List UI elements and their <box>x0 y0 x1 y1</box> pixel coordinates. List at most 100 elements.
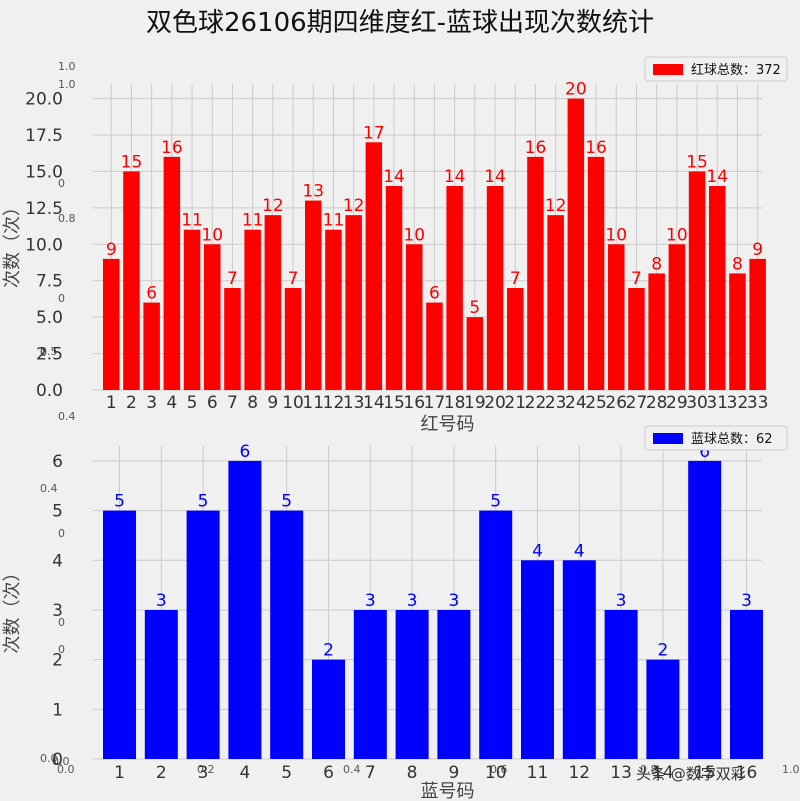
bar <box>325 229 342 390</box>
x-tick-label: 11 <box>302 393 324 413</box>
x-tick-label: 14 <box>652 763 674 783</box>
ghost-tick-label: 0.4 <box>343 763 361 776</box>
x-tick-label: 12 <box>568 763 590 783</box>
bar <box>527 156 544 390</box>
x-tick-label: 2 <box>126 393 137 413</box>
x-tick-label: 1 <box>106 393 117 413</box>
x-tick-label: 18 <box>444 393 466 413</box>
bar <box>730 609 763 759</box>
x-tick-label: 6 <box>323 763 334 783</box>
x-tick-label: 2 <box>156 763 167 783</box>
bar-value-label: 16 <box>161 138 183 158</box>
bar <box>466 317 484 390</box>
bar <box>562 560 596 759</box>
watermark: 头条 @数字双彩 <box>636 765 746 783</box>
bar-value-label: 4 <box>532 541 543 561</box>
y-axis-label: 次数（次） <box>2 198 23 288</box>
bar <box>479 510 513 759</box>
bar-value-label: 7 <box>288 269 299 289</box>
x-tick-label: 6 <box>207 393 218 413</box>
red-ball-chart: 0.02.55.07.510.012.515.017.520.091152631… <box>2 56 788 435</box>
bar-value-label: 11 <box>181 211 203 231</box>
bar-value-label: 15 <box>121 152 143 172</box>
bar-value-label: 12 <box>262 196 284 216</box>
bar-value-label: 7 <box>510 269 521 289</box>
ghost-tick-label: 0 <box>58 527 65 540</box>
bar <box>547 215 564 390</box>
bar-value-label: 2 <box>323 641 334 661</box>
x-axis-label: 蓝号码 <box>421 781 475 801</box>
y-tick-label: 6 <box>52 452 63 472</box>
bar-value-label: 10 <box>666 225 688 245</box>
chart-title: 双色球26106期四维度红-蓝球出现次数统计 <box>145 8 655 38</box>
bar-value-label: 6 <box>429 284 440 304</box>
bar-value-label: 20 <box>565 80 587 100</box>
bar-value-label: 16 <box>585 138 607 158</box>
ghost-tick-label: 0.0 <box>57 763 75 776</box>
bar-value-label: 4 <box>574 541 585 561</box>
x-tick-label: 24 <box>565 393 587 413</box>
bar-value-label: 3 <box>156 591 167 611</box>
y-tick-label: 0.0 <box>36 381 63 401</box>
ghost-tick-label: 0 <box>58 177 65 190</box>
bar <box>628 288 645 390</box>
bar <box>709 186 726 390</box>
bar-value-label: 11 <box>323 211 345 231</box>
bar <box>270 510 304 759</box>
bar-value-label: 9 <box>106 240 117 260</box>
x-tick-label: 31 <box>706 393 728 413</box>
x-tick-label: 7 <box>227 393 238 413</box>
bar-value-label: 3 <box>448 591 459 611</box>
bar-value-label: 5 <box>281 492 292 512</box>
bar <box>284 288 302 390</box>
x-axis-label: 红号码 <box>421 414 475 435</box>
x-tick-label: 29 <box>666 393 688 413</box>
bar-value-label: 11 <box>242 211 264 231</box>
x-tick-label: 15 <box>694 763 716 783</box>
blue-ball-chart: 0123456513253645526373839510411412313214… <box>2 425 788 801</box>
x-tick-label: 7 <box>365 763 376 783</box>
x-tick-label: 23 <box>545 393 567 413</box>
bar-value-label: 14 <box>706 167 728 187</box>
x-tick-label: 9 <box>267 393 278 413</box>
ghost-tick-label: 0.8 <box>58 212 76 225</box>
x-tick-label: 25 <box>585 393 607 413</box>
bar-value-label: 7 <box>631 269 642 289</box>
bar <box>312 659 345 759</box>
bar <box>426 302 443 390</box>
bar-value-label: 10 <box>605 225 627 245</box>
y-tick-label: 2.5 <box>36 345 63 365</box>
y-tick-label: 5.0 <box>36 308 63 328</box>
bar-value-label: 5 <box>198 492 209 512</box>
bar-value-label: 9 <box>752 240 763 260</box>
bar-value-label: 5 <box>114 492 125 512</box>
ghost-tick-label: 0.6 <box>490 763 508 776</box>
ghost-tick-label: 0.0 <box>40 752 58 765</box>
x-tick-label: 8 <box>407 763 418 783</box>
bar <box>123 171 140 390</box>
x-tick-label: 26 <box>605 393 627 413</box>
legend-entry: 红球总数：372 <box>691 62 781 78</box>
x-tick-label: 14 <box>363 393 385 413</box>
y-tick-label: 2 <box>52 651 63 671</box>
x-tick-label: 22 <box>525 393 547 413</box>
bar-value-label: 12 <box>343 196 365 216</box>
x-tick-label: 5 <box>281 763 292 783</box>
bar-value-label: 14 <box>444 167 466 187</box>
y-axis-label: 次数（次） <box>2 564 23 654</box>
bar <box>486 186 504 390</box>
bar-value-label: 5 <box>469 298 480 318</box>
x-tick-label: 5 <box>187 393 198 413</box>
bar <box>646 659 680 759</box>
x-tick-label: 11 <box>527 763 549 783</box>
x-tick-label: 21 <box>504 393 526 413</box>
bar <box>446 186 463 390</box>
y-tick-label: 12.5 <box>25 199 63 219</box>
ghost-tick-label: 0 <box>40 346 47 359</box>
bar <box>688 171 706 390</box>
bar <box>406 244 423 390</box>
ghost-tick-label: 0.8 <box>640 763 658 776</box>
bar-value-label: 17 <box>363 123 385 143</box>
